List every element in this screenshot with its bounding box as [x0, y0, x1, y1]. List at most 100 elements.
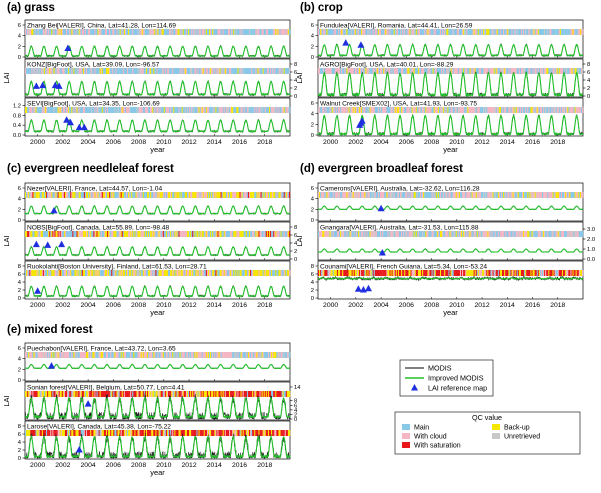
qc-cell — [473, 270, 475, 276]
qc-cell — [416, 231, 419, 237]
qc-cell — [377, 192, 380, 198]
qc-cell — [477, 192, 480, 198]
qc-cell — [215, 231, 217, 237]
qc-cell — [254, 68, 256, 74]
qc-cell — [263, 430, 265, 436]
qc-cell — [261, 391, 263, 397]
qc-cell — [517, 231, 520, 237]
qc-cell — [237, 270, 239, 276]
qc-cell — [159, 231, 161, 237]
qc-cell — [132, 29, 134, 35]
qc-cell — [552, 107, 554, 113]
qc-cell — [155, 29, 157, 35]
qc-cell — [515, 231, 517, 237]
qc-cell — [355, 29, 358, 35]
qc-cell — [513, 68, 515, 74]
qc-cell — [523, 107, 525, 113]
qc-cell — [184, 270, 187, 276]
qc-cell — [237, 107, 239, 113]
qc-cell — [182, 107, 184, 113]
qc-cell — [331, 107, 333, 113]
qc-cell — [458, 29, 461, 35]
qc-cell — [328, 192, 330, 198]
qc-cell — [72, 68, 74, 74]
qc-cell — [274, 352, 276, 358]
qc-cell — [39, 391, 41, 397]
qc-cell — [117, 29, 119, 35]
y-tick-label: 0 — [311, 296, 314, 302]
qc-cell — [142, 192, 145, 198]
qc-cell — [450, 29, 452, 35]
qc-cell — [73, 29, 75, 35]
qc-cell — [363, 231, 365, 237]
qc-cell — [87, 29, 89, 35]
qc-cell — [275, 270, 277, 276]
qc-cell — [49, 430, 51, 436]
qc-cell — [150, 270, 152, 276]
qc-cell — [186, 68, 189, 74]
qc-cell — [244, 68, 247, 74]
qc-cell — [251, 270, 253, 276]
qc-cell — [401, 29, 403, 35]
qc-cell — [25, 68, 27, 74]
qc-cell — [446, 68, 448, 74]
qc-cell — [580, 29, 583, 35]
qc-cell — [503, 107, 505, 113]
qc-cell — [173, 29, 175, 35]
qc-cell — [352, 231, 354, 237]
qc-cell — [265, 430, 268, 436]
qc-cell — [128, 107, 130, 113]
qc-cell — [210, 68, 212, 74]
qc-cell — [252, 430, 254, 436]
qc-cell — [288, 107, 291, 113]
qc-cell — [265, 29, 268, 35]
qc-cell — [183, 29, 186, 35]
qc-cell — [463, 68, 465, 74]
qc-cell — [393, 107, 395, 113]
qc-cell — [576, 29, 578, 35]
qc-cell — [68, 352, 70, 358]
panel-title: (c) evergreen needleleaf forest — [7, 163, 174, 175]
qc-cell — [139, 107, 141, 113]
qc-cell — [553, 68, 555, 74]
qc-cell — [551, 68, 553, 74]
qc-cell — [42, 29, 45, 35]
qc-cell — [566, 192, 568, 198]
qc-cell — [168, 29, 170, 35]
qc-cell — [486, 68, 488, 74]
qc-cell — [207, 231, 210, 237]
qc-cell — [171, 391, 173, 397]
qc-cell — [60, 391, 62, 397]
qc-cell — [324, 231, 326, 237]
qc-cell — [560, 192, 563, 198]
qc-cell — [318, 192, 320, 198]
qc-cell — [577, 68, 579, 74]
qc-cell — [530, 192, 532, 198]
qc-cell — [66, 68, 68, 74]
x-tick-label: 2004 — [81, 139, 96, 146]
qc-cell — [77, 430, 79, 436]
qc-cell — [285, 270, 288, 276]
qc-cell — [391, 68, 393, 74]
qc-cell — [192, 270, 194, 276]
qc-cell — [222, 270, 224, 276]
qc-cell — [247, 107, 250, 113]
qc-cell — [235, 29, 237, 35]
qc-cell — [255, 107, 257, 113]
qc-cell — [489, 29, 491, 35]
qc-cell — [148, 430, 150, 436]
qc-cell — [80, 231, 82, 237]
qc-cell — [108, 231, 110, 237]
qc-cell — [459, 107, 462, 113]
qc-cell — [237, 192, 239, 198]
qc-cell — [47, 352, 49, 358]
qc-cell — [534, 192, 536, 198]
qc-cell — [159, 352, 161, 358]
qc-cell — [101, 231, 104, 237]
qc-cell — [59, 192, 61, 198]
qc-cell — [260, 231, 262, 237]
qc-cell — [77, 192, 79, 198]
qc-cell — [447, 107, 449, 113]
qc-cell — [54, 430, 56, 436]
qc-cell — [251, 29, 253, 35]
